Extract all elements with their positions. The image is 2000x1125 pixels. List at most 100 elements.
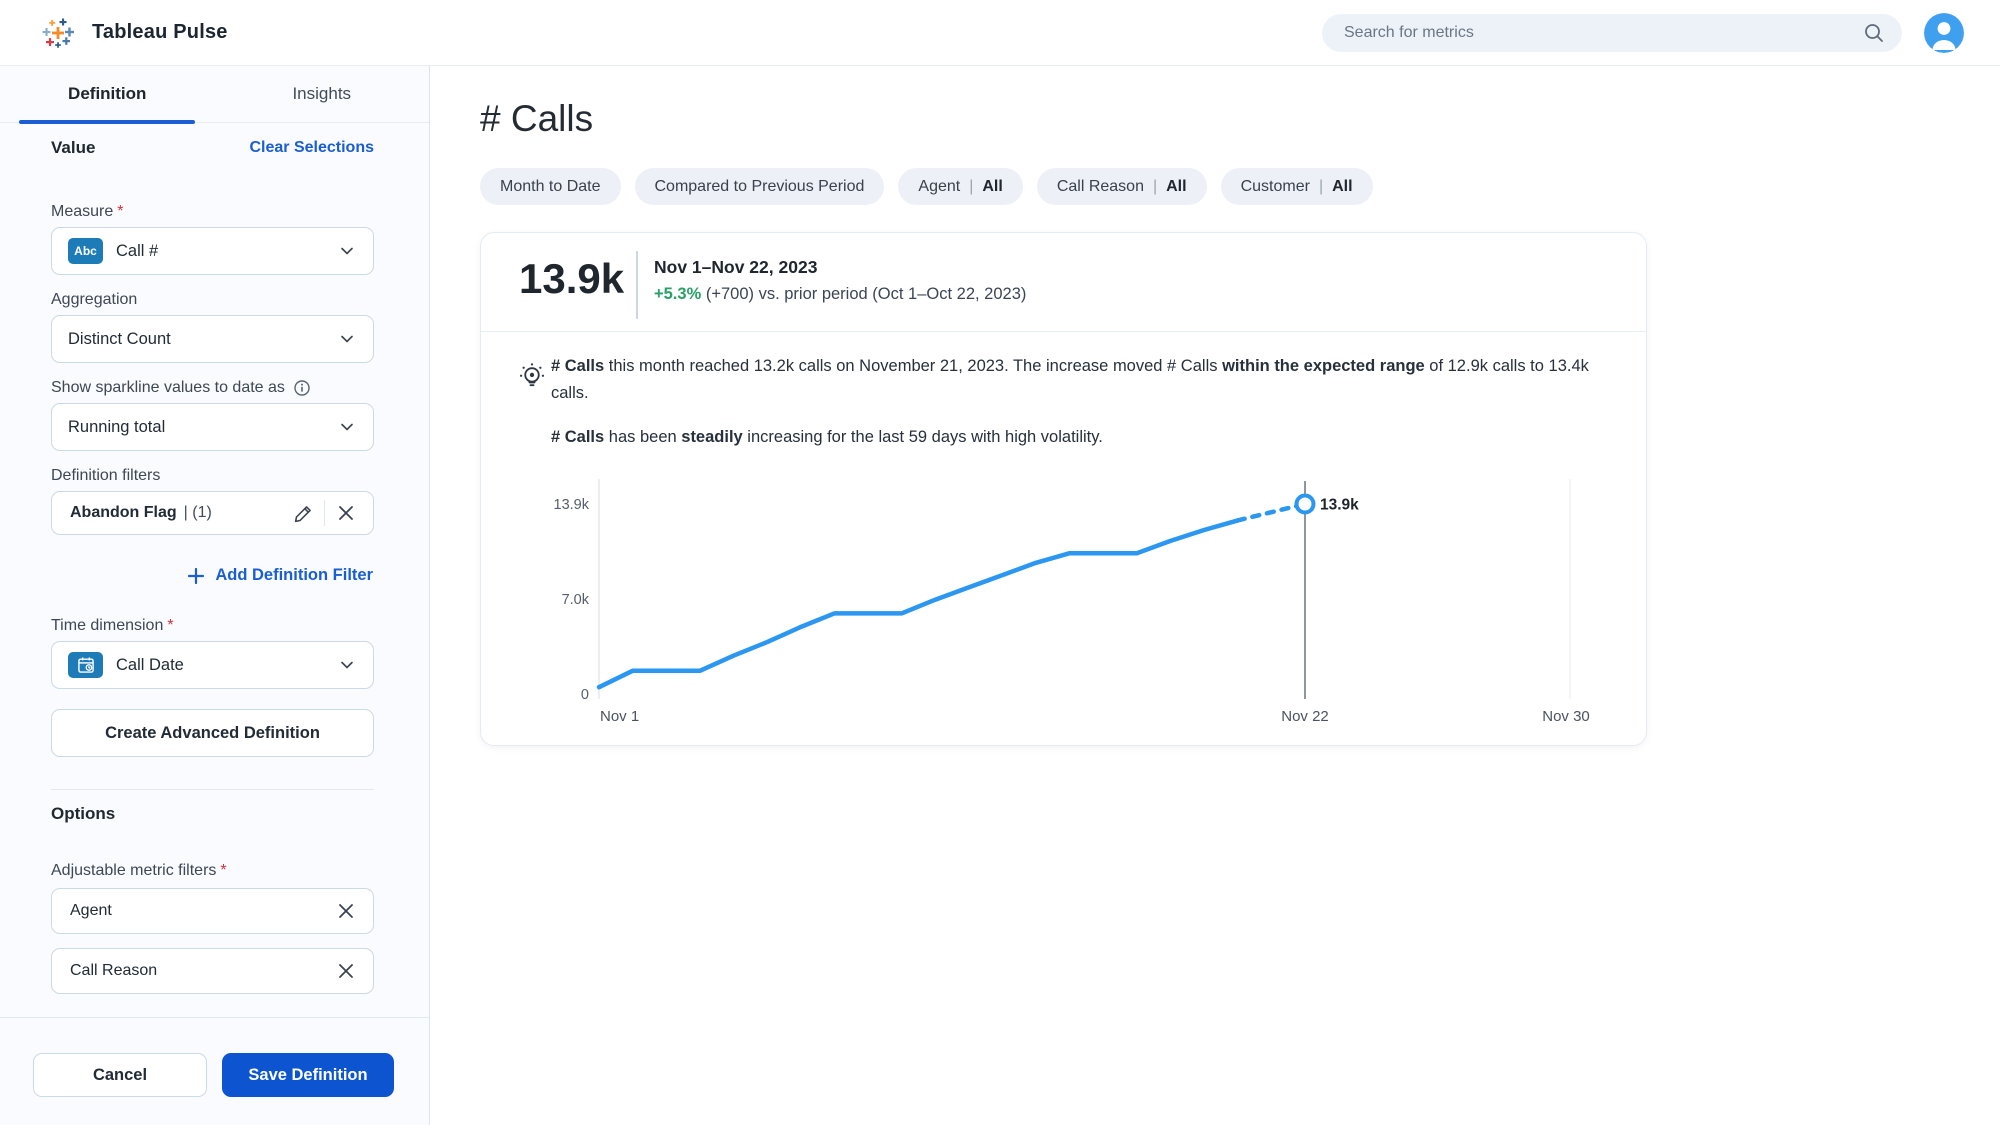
options-heading: Options — [51, 804, 116, 823]
tab-definition[interactable]: Definition — [0, 66, 215, 124]
close-icon — [336, 901, 356, 921]
pill-label: Customer — [1240, 177, 1310, 195]
current-value-marker[interactable] — [1294, 493, 1316, 515]
pill-label: Call Reason — [1056, 177, 1144, 195]
metric-title: # Calls — [480, 98, 594, 139]
pill-value: All — [982, 177, 1003, 195]
time-dimension-label: Time dimension * — [51, 617, 174, 634]
add-definition-filter-link[interactable]: Add Definition Filter — [187, 566, 373, 585]
clear-selections-link[interactable]: Clear Selections — [249, 139, 375, 156]
divider — [481, 331, 1646, 332]
close-icon — [336, 503, 356, 523]
filter-field-name: Abandon Flag — [70, 504, 177, 521]
time-dimension-select[interactable]: Call Date — [51, 641, 374, 689]
adjustable-filter-chip: Call Reason — [51, 948, 374, 994]
x-tick-current: Nov 22 — [1281, 708, 1329, 725]
pill-agent-filter[interactable]: Agent | All — [898, 168, 1023, 205]
aggregation-select[interactable]: Distinct Count — [51, 315, 374, 363]
y-tick-zero: 0 — [581, 687, 589, 703]
create-advanced-definition-button[interactable]: Create Advanced Definition — [51, 709, 374, 757]
chevron-down-icon — [337, 329, 357, 349]
delta-percent: +5.3% — [654, 285, 702, 303]
active-tab-underline — [19, 120, 196, 124]
adjustable-filter-name: Agent — [70, 902, 112, 919]
period-range: Nov 1–Nov 22, 2023 — [654, 257, 818, 277]
pill-value: All — [1166, 177, 1187, 195]
remove-adjustable-filter-button[interactable] — [329, 954, 363, 988]
metric-card: 13.9k Nov 1–Nov 22, 2023 +5.3% (+700) vs… — [480, 232, 1647, 746]
required-marker: * — [220, 862, 227, 879]
y-tick-max: 13.9k — [554, 497, 590, 513]
chevron-down-icon — [337, 417, 357, 437]
y-tick-mid: 7.0k — [562, 592, 590, 608]
sidebar-footer: Cancel Save Definition — [0, 1017, 429, 1125]
tab-insights-label: Insights — [292, 84, 352, 103]
definition-filters-label: Definition filters — [51, 467, 161, 484]
metric-filter-pills: Month to Date Compared to Previous Perio… — [480, 168, 1373, 205]
tableau-logo-icon — [40, 15, 76, 51]
required-marker: * — [167, 617, 174, 634]
sparkline-select[interactable]: Running total — [51, 403, 374, 451]
plus-icon — [187, 567, 205, 585]
pencil-icon — [293, 503, 314, 524]
pill-customer-filter[interactable]: Customer | All — [1220, 168, 1373, 205]
adjustable-filters-label: Adjustable metric filters * — [51, 862, 227, 879]
remove-adjustable-filter-button[interactable] — [329, 894, 363, 928]
metric-sparkline-chart: 13.9k 7.0k 0 Nov 1 Nov 22 Nov 30 13.9k — [554, 479, 1590, 725]
app-title: Tableau Pulse — [92, 21, 228, 43]
pill-label: Agent — [918, 177, 961, 195]
insight-bulb-icon — [517, 361, 547, 396]
filter-count: | (1) — [183, 504, 212, 521]
measure-label: Measure * — [51, 203, 124, 220]
measure-value: Call # — [116, 241, 159, 260]
divider — [324, 500, 325, 526]
brand: Tableau Pulse — [40, 15, 228, 51]
pill-comparison[interactable]: Compared to Previous Period — [634, 168, 885, 205]
metric-line-solid — [596, 518, 1241, 690]
aggregation-label: Aggregation — [51, 291, 138, 308]
tab-insights[interactable]: Insights — [215, 66, 430, 122]
tab-definition-label: Definition — [68, 84, 147, 103]
search-input[interactable] — [1342, 23, 1862, 43]
metric-main-panel: # Calls Month to Date Compared to Previo… — [430, 66, 2000, 1125]
current-value: 13.9k — [519, 255, 625, 302]
x-tick-start: Nov 1 — [600, 708, 639, 725]
pill-separator: | — [969, 177, 974, 195]
add-definition-filter-label: Add Definition Filter — [215, 566, 373, 584]
edit-filter-button[interactable] — [286, 496, 320, 530]
save-definition-button[interactable]: Save Definition — [222, 1053, 394, 1097]
insight-text: # Calls this month reached 13.2k calls o… — [551, 353, 1613, 468]
user-avatar[interactable] — [1924, 13, 1964, 53]
sparkline-value: Running total — [68, 417, 166, 436]
pill-separator: | — [1152, 177, 1158, 195]
value-heading: Value — [51, 138, 96, 157]
close-icon — [336, 961, 356, 981]
measure-select[interactable]: Abc Call # — [51, 227, 374, 275]
pill-label: Month to Date — [500, 177, 601, 195]
pill-call-reason-filter[interactable]: Call Reason | All — [1036, 168, 1207, 205]
search-bar[interactable] — [1322, 14, 1902, 52]
date-datatype-badge — [68, 652, 103, 678]
chevron-down-icon — [337, 241, 357, 261]
sparkline-label: Show sparkline values to date as — [51, 379, 311, 397]
current-value-label: 13.9k — [1320, 497, 1359, 514]
search-icon[interactable] — [1862, 21, 1886, 45]
comparison-line: +5.3% (+700) vs. prior period (Oct 1–Oct… — [654, 285, 1026, 304]
text-datatype-badge: Abc — [68, 238, 103, 264]
cancel-button[interactable]: Cancel — [33, 1053, 207, 1097]
aggregation-value: Distinct Count — [68, 329, 171, 348]
metric-line-dashed — [1235, 501, 1308, 523]
definition-filter-row: Abandon Flag | (1) — [51, 491, 374, 535]
adjustable-filter-chip: Agent — [51, 888, 374, 934]
topbar: Tableau Pulse — [0, 0, 2000, 66]
value-row: Value Clear Selections — [51, 138, 374, 158]
definition-sidebar: Definition Insights Value Clear Selectio… — [0, 66, 430, 1125]
insight-paragraph: # Calls this month reached 13.2k calls o… — [551, 357, 1589, 402]
pill-value: All — [1332, 177, 1353, 195]
info-icon[interactable] — [293, 379, 311, 397]
remove-definition-filter-button[interactable] — [329, 496, 363, 530]
divider — [636, 251, 638, 319]
adjustable-filter-name: Call Reason — [70, 962, 158, 979]
pill-time-period[interactable]: Month to Date — [480, 168, 621, 205]
